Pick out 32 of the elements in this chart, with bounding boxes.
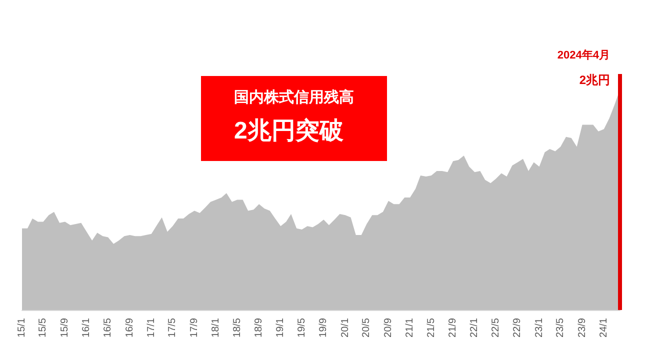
x-tick-label: 17/9 [188, 318, 200, 338]
x-tick-label: 22/9 [512, 318, 524, 338]
x-tick-label: 16/1 [81, 318, 92, 338]
x-tick-label: 15/1 [16, 318, 28, 338]
ref-line-label: 2024年4月 [557, 48, 610, 62]
x-tick-label: 23/1 [534, 318, 545, 338]
x-tick-label: 18/1 [210, 318, 222, 338]
x-tick-label: 16/9 [124, 318, 136, 338]
x-tick-label: 22/5 [490, 318, 502, 338]
text: 2兆円 [579, 73, 610, 87]
x-tick-label: 20/1 [340, 318, 351, 338]
x-tick-label: 20/9 [382, 318, 394, 338]
x-tick-label: 18/5 [232, 318, 243, 338]
x-tick-label: 18/9 [254, 318, 265, 338]
chart-title: 国内株式信用残高 [234, 88, 354, 106]
x-tick-label: 19/9 [318, 318, 330, 338]
x-tick-label: 23/5 [555, 318, 566, 338]
x-tick-label: 20/5 [361, 318, 372, 338]
x-tick-label: 19/5 [296, 318, 308, 338]
x-tick-label: 15/5 [38, 318, 49, 338]
x-tick-label: 17/1 [146, 318, 157, 338]
x-tick-label: 15/9 [60, 318, 71, 338]
x-tick-label: 16/5 [102, 318, 114, 338]
x-tick-label: 23/9 [576, 318, 588, 338]
x-tick-label: 24/1 [598, 318, 610, 338]
x-tick-label: 21/5 [426, 318, 437, 338]
x-tick-label: 21/9 [448, 318, 459, 338]
x-tick-label: 22/1 [469, 318, 480, 338]
x-tick-label: 21/1 [404, 318, 416, 338]
text: 2兆円突破 [234, 118, 344, 144]
x-tick-label: 19/1 [275, 318, 286, 338]
x-tick-label: 17/5 [167, 318, 178, 338]
